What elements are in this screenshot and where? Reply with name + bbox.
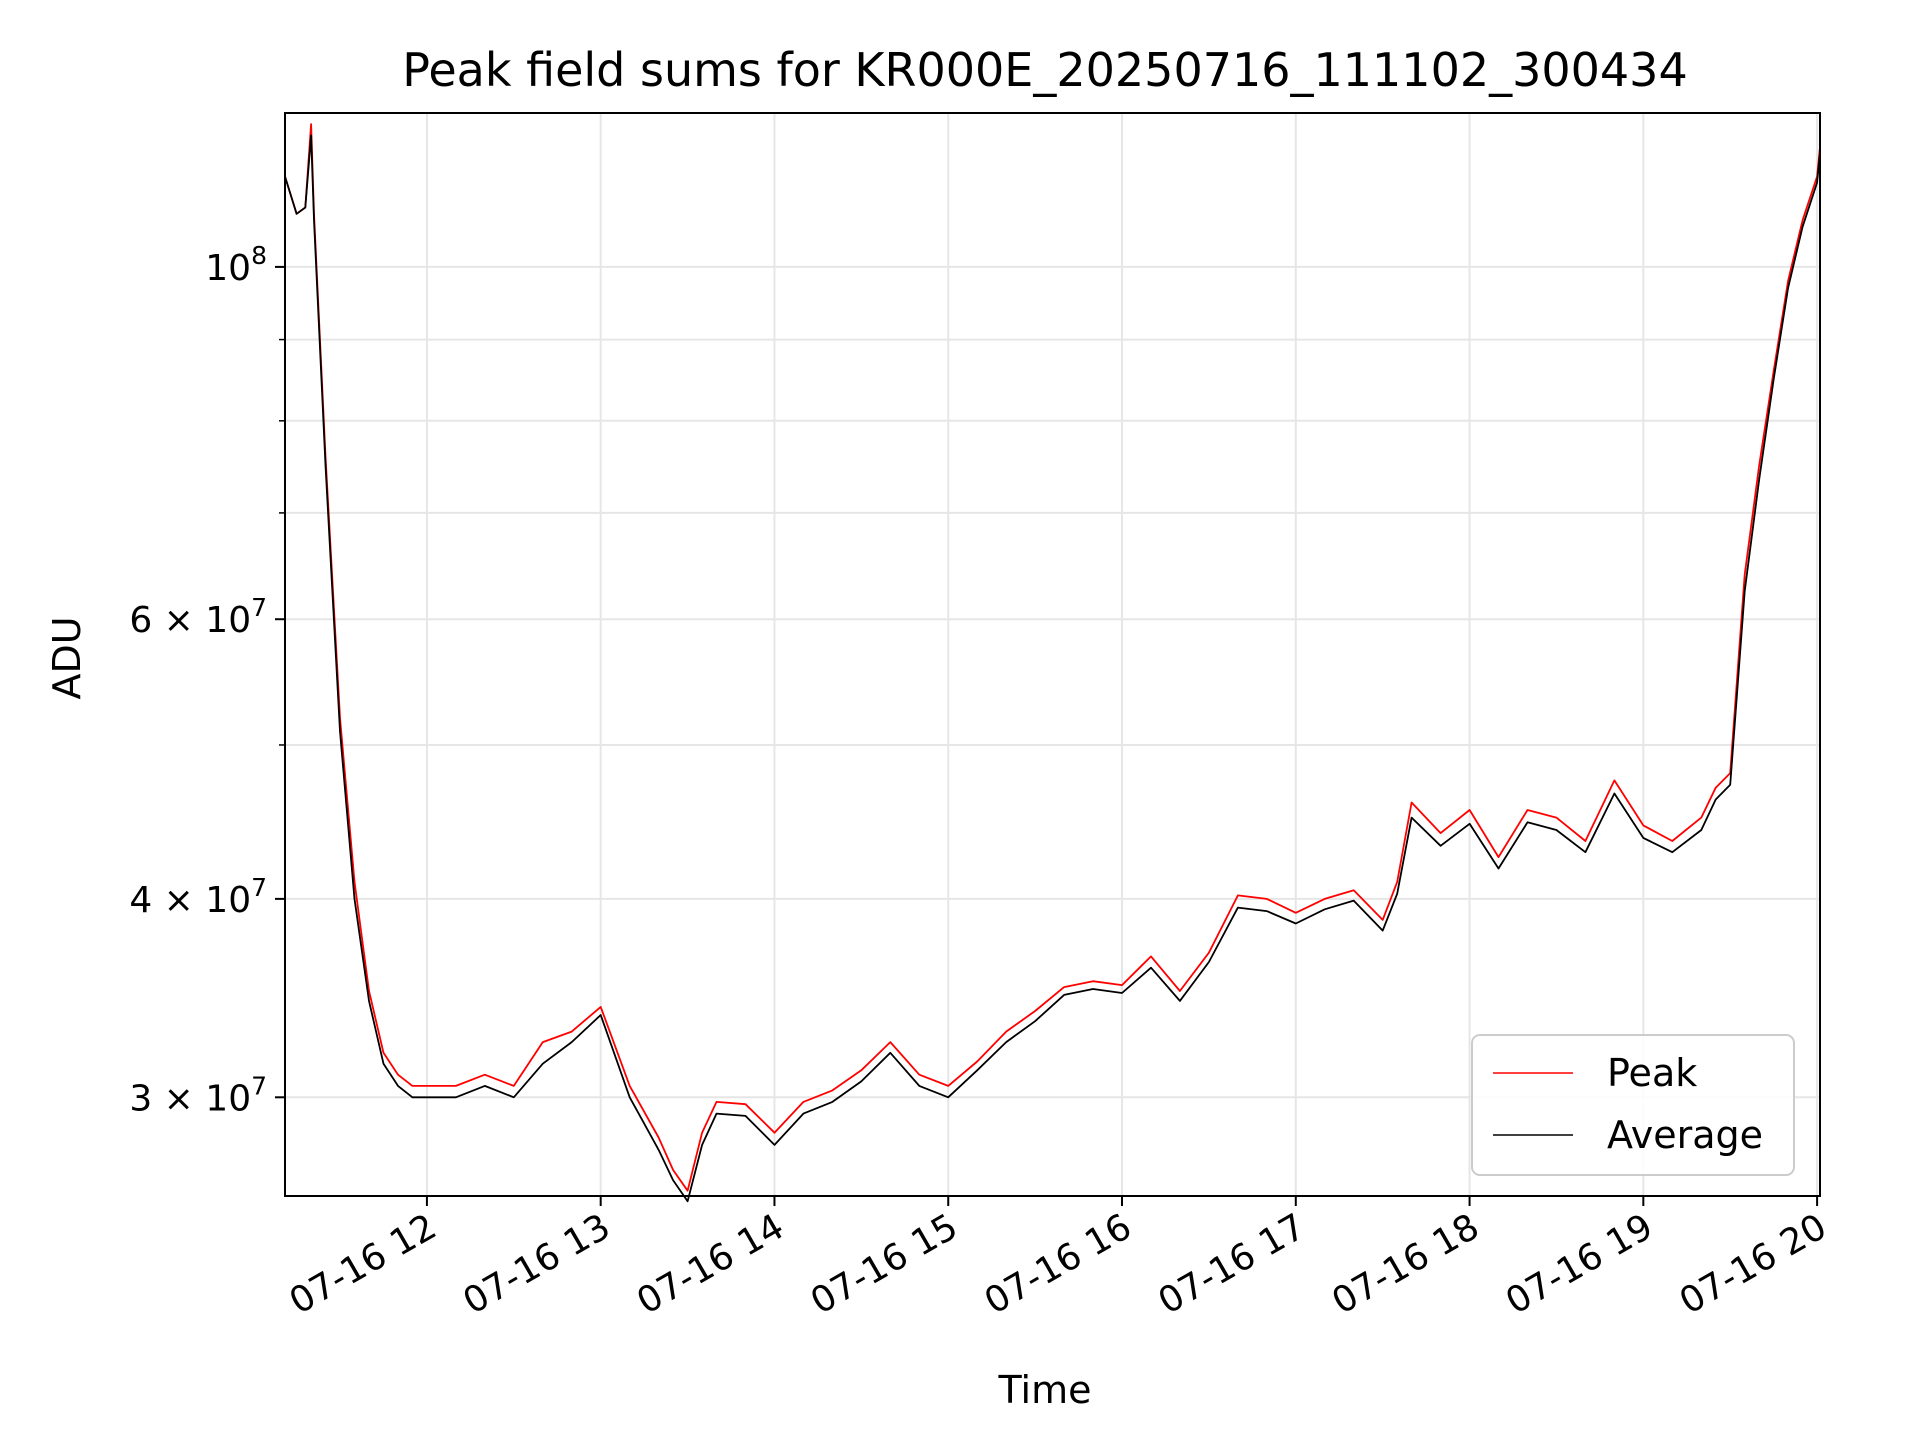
y-tick-label: 3 × 107 <box>129 1071 267 1119</box>
y-axis-label: ADU <box>45 616 89 699</box>
y-tick-label: 4 × 107 <box>129 873 267 921</box>
y-tick-label: 108 <box>205 241 267 289</box>
legend-label-average: Average <box>1607 1113 1763 1157</box>
chart-title: Peak field sums for KR000E_20250716_1111… <box>402 43 1687 97</box>
x-axis-label: Time <box>998 1368 1092 1412</box>
axes-frame <box>284 112 1821 1197</box>
legend-label-peak: Peak <box>1607 1051 1697 1095</box>
legend-box <box>1471 1034 1795 1176</box>
plot-series <box>284 123 1821 1203</box>
legend: Peak Average <box>1471 1034 1795 1176</box>
y-axis-ticks: 3 × 107 4 × 107 6 × 107 108 <box>129 241 285 1119</box>
y-tick-label: 6 × 107 <box>129 593 267 641</box>
series-line-peak <box>284 123 1821 1192</box>
series-line-average <box>284 134 1821 1203</box>
